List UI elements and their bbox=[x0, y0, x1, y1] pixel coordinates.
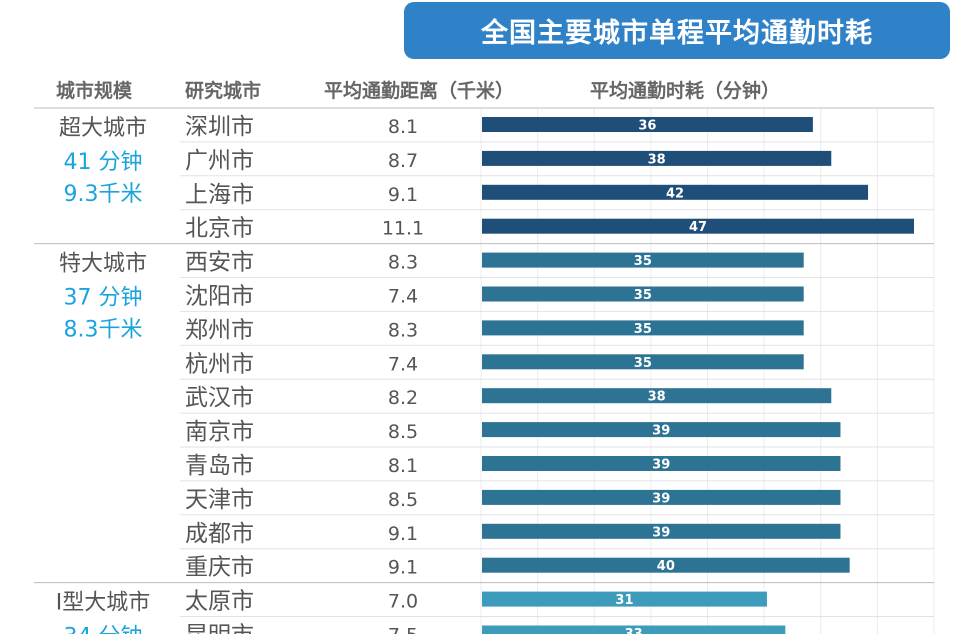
time-bar bbox=[482, 489, 841, 505]
header-city: 研究城市 bbox=[185, 80, 262, 102]
distance-value: 11.1 bbox=[382, 218, 424, 240]
city-label: 沈阳市 bbox=[185, 284, 254, 310]
time-bar-label: 38 bbox=[648, 152, 666, 167]
city-label: 杭州市 bbox=[185, 351, 254, 377]
time-bar bbox=[482, 557, 850, 573]
time-bar-label: 42 bbox=[666, 186, 684, 201]
group-avg-time: 34 分钟 bbox=[64, 625, 143, 634]
city-label: 西安市 bbox=[185, 250, 254, 276]
group-avg-distance: 8.3千米 bbox=[64, 318, 143, 343]
city-label: 天津市 bbox=[185, 487, 254, 513]
distance-value: 8.3 bbox=[388, 252, 418, 274]
time-bar-label: 39 bbox=[652, 424, 670, 439]
city-label: 昆明市 bbox=[185, 623, 254, 634]
time-bar bbox=[482, 523, 841, 539]
time-bar bbox=[482, 591, 767, 607]
city-label: 重庆市 bbox=[185, 555, 254, 581]
distance-value: 8.7 bbox=[388, 150, 418, 172]
group-avg-time: 37 分钟 bbox=[64, 286, 143, 311]
chart-title: 全国主要城市单程平均通勤时耗 bbox=[481, 18, 873, 49]
city-label: 深圳市 bbox=[185, 114, 254, 140]
distance-value: 7.4 bbox=[388, 286, 418, 308]
time-bar bbox=[482, 422, 841, 438]
city-label: 太原市 bbox=[185, 589, 254, 615]
time-bar-label: 39 bbox=[652, 458, 670, 473]
distance-value: 8.5 bbox=[388, 421, 418, 443]
time-bar bbox=[482, 456, 841, 471]
group-avg-distance: 9.3千米 bbox=[64, 182, 143, 207]
time-bar bbox=[482, 184, 869, 200]
distance-value: 9.1 bbox=[388, 523, 418, 545]
distance-value: 7.0 bbox=[388, 591, 418, 613]
time-bar bbox=[482, 218, 914, 234]
city-label: 郑州市 bbox=[185, 317, 254, 343]
time-bar bbox=[482, 117, 813, 132]
group-scale-label: 特大城市 bbox=[59, 252, 147, 277]
time-bar bbox=[482, 286, 804, 302]
city-label: 上海市 bbox=[185, 182, 254, 208]
header-commute-time: 平均通勤时耗（分钟） bbox=[590, 80, 781, 102]
time-bar-label: 47 bbox=[689, 220, 707, 235]
distance-value: 9.1 bbox=[388, 184, 418, 206]
time-bar-label: 36 bbox=[638, 119, 656, 134]
group-scale-label: 超大城市 bbox=[59, 116, 147, 141]
group-scale-label: Ⅰ型大城市 bbox=[56, 591, 151, 616]
time-bar-label: 39 bbox=[652, 525, 670, 540]
distance-value: 8.3 bbox=[388, 319, 418, 341]
time-bar-label: 40 bbox=[657, 559, 675, 574]
city-label: 广州市 bbox=[185, 148, 254, 174]
time-bar-label: 35 bbox=[634, 288, 652, 303]
time-bar bbox=[482, 252, 804, 268]
chart-title-banner: 全国主要城市单程平均通勤时耗 bbox=[404, 2, 950, 59]
time-bar bbox=[482, 320, 804, 336]
header-distance: 平均通勤距离（千米） bbox=[324, 80, 515, 102]
time-bar bbox=[482, 354, 804, 370]
time-bar-label: 33 bbox=[625, 627, 643, 634]
time-bar-label: 38 bbox=[648, 390, 666, 405]
time-bar-label: 35 bbox=[634, 254, 652, 269]
distance-value: 7.5 bbox=[388, 625, 418, 634]
city-label: 北京市 bbox=[185, 216, 254, 242]
city-label: 青岛市 bbox=[185, 453, 254, 479]
group-avg-time: 41 分钟 bbox=[64, 150, 143, 175]
time-bar bbox=[482, 388, 832, 404]
city-label: 成都市 bbox=[185, 521, 254, 547]
distance-value: 8.2 bbox=[388, 387, 418, 409]
time-bar bbox=[482, 150, 832, 166]
distance-value: 9.1 bbox=[388, 557, 418, 579]
header-city-scale: 城市规模 bbox=[56, 80, 133, 102]
distance-value: 8.1 bbox=[388, 116, 418, 138]
time-bar-label: 39 bbox=[652, 491, 670, 506]
time-bar bbox=[482, 625, 786, 634]
time-bar-label: 35 bbox=[634, 322, 652, 337]
city-label: 南京市 bbox=[185, 419, 254, 445]
distance-value: 7.4 bbox=[388, 353, 418, 375]
time-bar-label: 35 bbox=[634, 356, 652, 371]
distance-value: 8.5 bbox=[388, 489, 418, 511]
city-label: 武汉市 bbox=[185, 385, 254, 411]
time-bar-label: 31 bbox=[615, 593, 633, 608]
distance-value: 8.1 bbox=[388, 455, 418, 477]
